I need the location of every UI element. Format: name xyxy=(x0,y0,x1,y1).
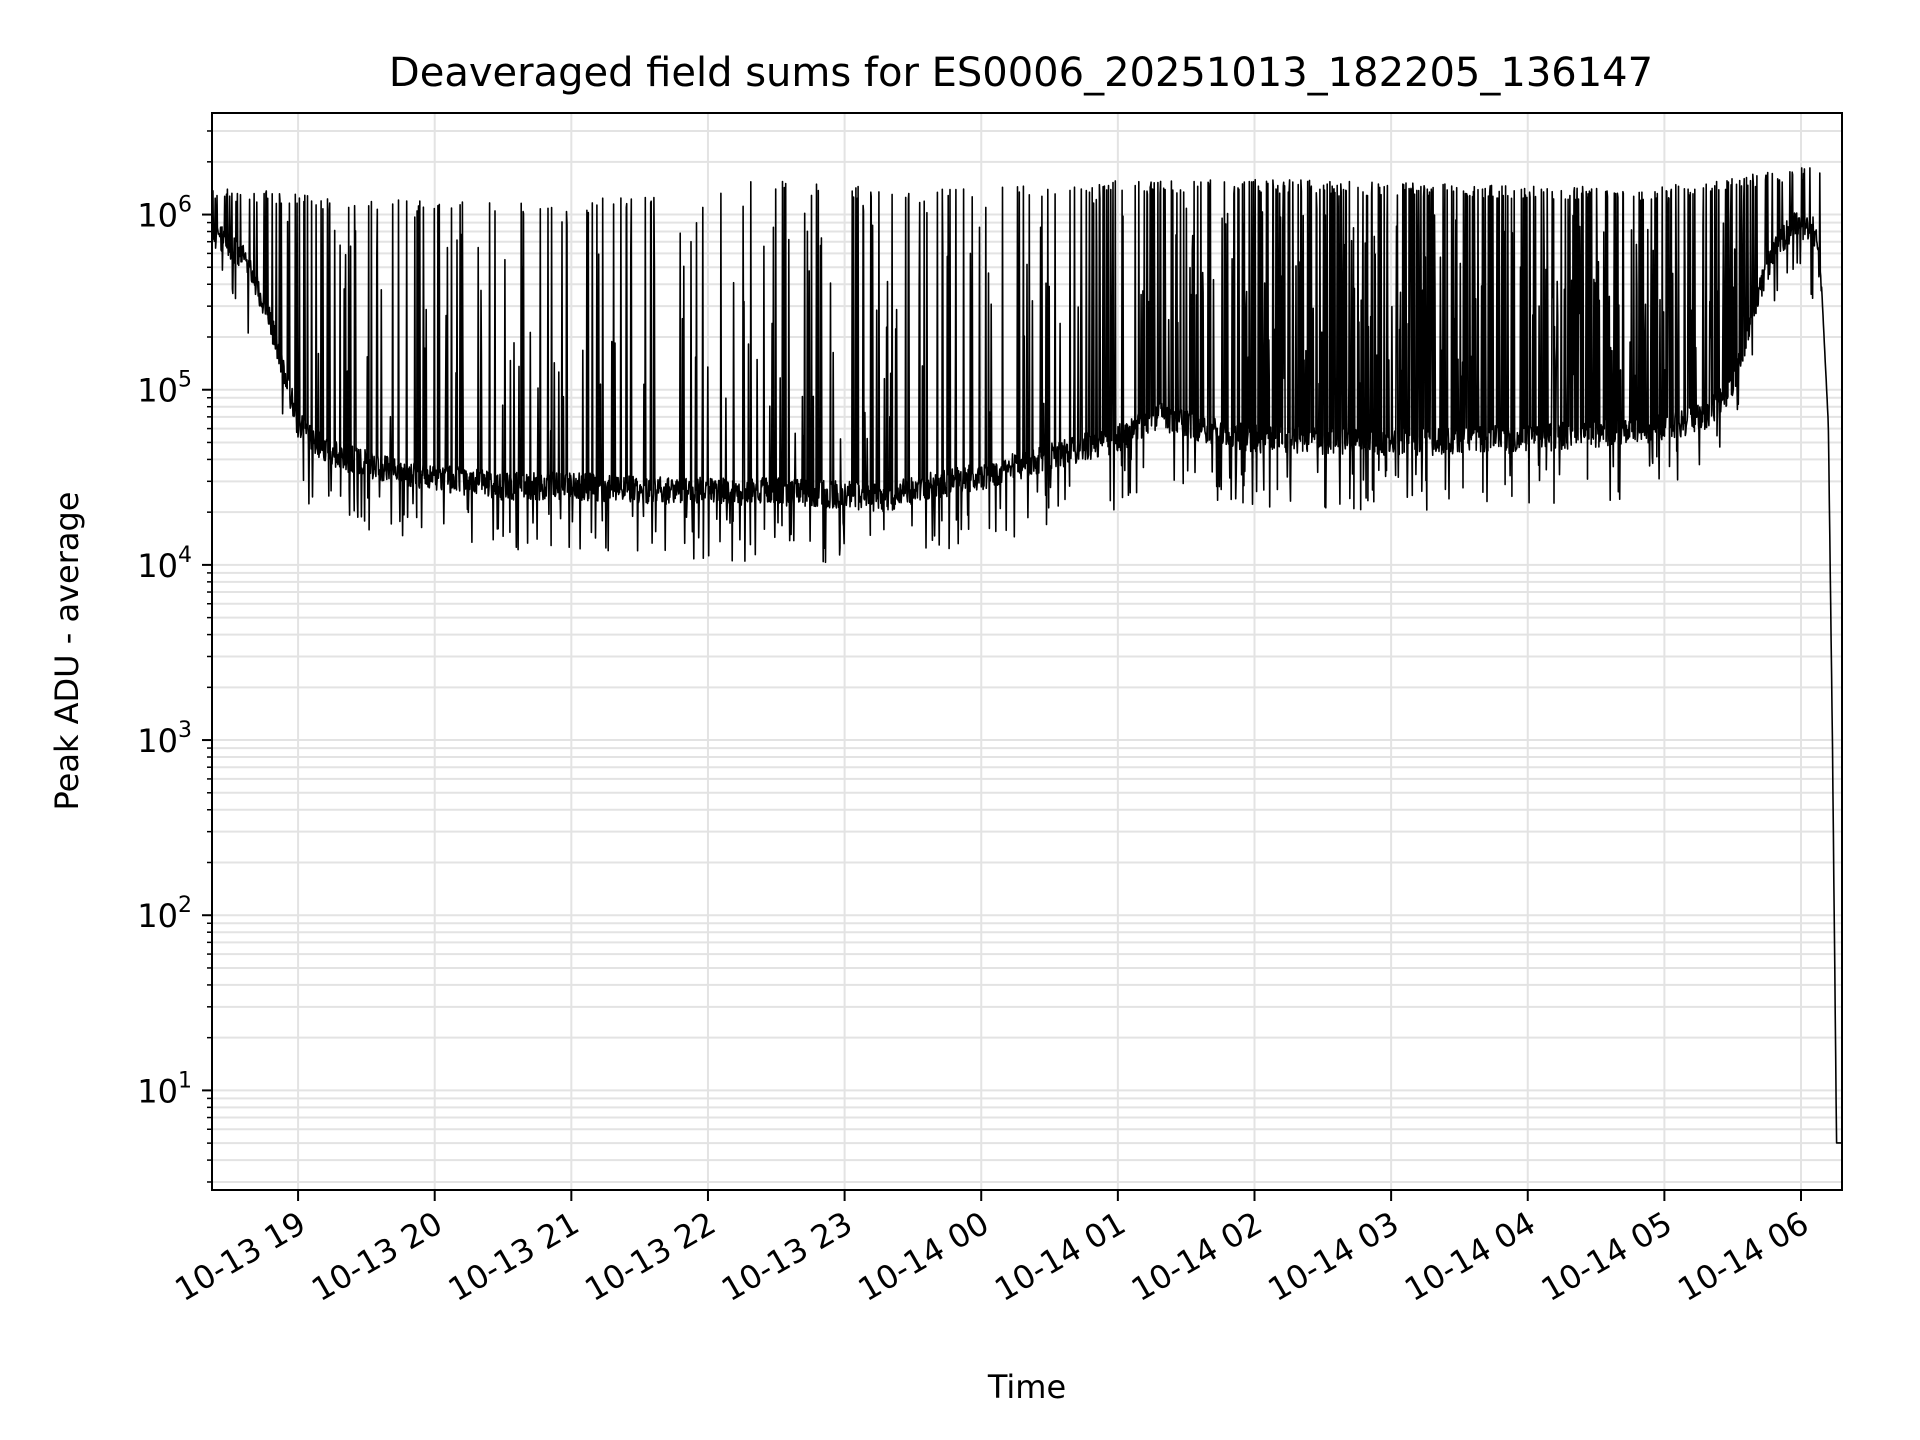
y-tick-label: 101 xyxy=(137,1068,192,1110)
y-tick-label: 102 xyxy=(137,893,192,935)
plot-frame xyxy=(211,112,1843,1191)
y-tick-label: 106 xyxy=(137,193,192,235)
y-tick-label: 104 xyxy=(137,543,192,585)
y-axis: 101 102 103 104 105 106 xyxy=(137,130,212,1183)
y-axis-label: Peak ADU - average xyxy=(48,492,86,811)
data-series xyxy=(211,167,1843,1144)
x-axis-label: Time xyxy=(987,1368,1066,1406)
series-line xyxy=(211,167,1843,1144)
y-tick-label: 105 xyxy=(137,368,192,410)
chart-title: Deaveraged field sums for ES0006_2025101… xyxy=(389,50,1653,96)
y-tick-label: 103 xyxy=(137,718,192,760)
